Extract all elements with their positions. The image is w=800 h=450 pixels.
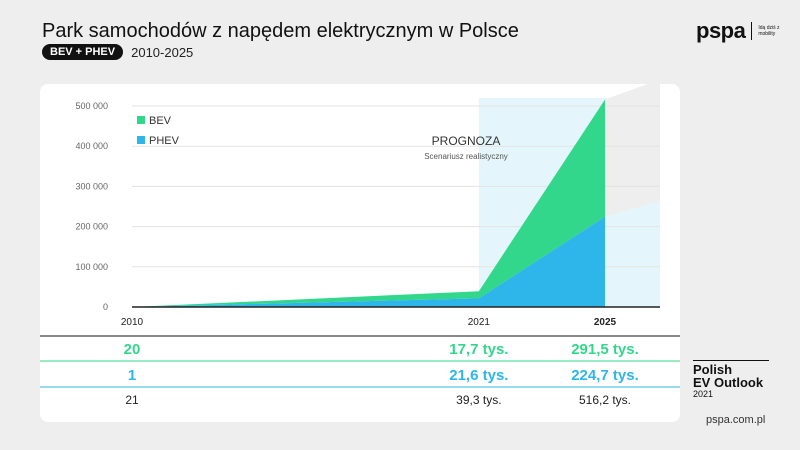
pspa-logo: pspa Idą dziś z mobility bbox=[696, 18, 784, 44]
website-link[interactable]: pspa.com.pl bbox=[706, 414, 766, 426]
logo-tagline: Idą dziś z mobility bbox=[758, 25, 780, 37]
forecast-sublabel: Scenariusz realistyczny bbox=[424, 152, 508, 161]
table-cell-bev: 17,7 tys. bbox=[449, 341, 508, 358]
x-tick-label: 2010 bbox=[121, 317, 144, 328]
y-tick-label: 400 000 bbox=[75, 141, 108, 151]
table-cell-phev: 21,6 tys. bbox=[449, 367, 508, 384]
ev-fleet-chart: 0 100 000 200 000 300 000 400 000 500 000 2010… bbox=[40, 84, 680, 407]
legend-label-bev: BEV bbox=[149, 115, 172, 127]
brand-line-2: EV Outlook bbox=[693, 375, 764, 390]
y-tick-label: 100 000 bbox=[75, 262, 108, 272]
chart-card: 0 100 000 200 000 300 000 400 000 500 000 2010… bbox=[40, 84, 680, 422]
forecast-label: PROGNOZA bbox=[432, 134, 501, 148]
subtitle-row: BEV + PHEV 2010-2025 bbox=[42, 44, 193, 60]
logo-wordmark: pspa bbox=[696, 18, 746, 43]
area-phev bbox=[132, 216, 605, 307]
y-tick-label: 0 bbox=[103, 302, 108, 312]
y-tick-label: 200 000 bbox=[75, 222, 108, 232]
table-cell-phev: 1 bbox=[128, 367, 136, 384]
brand-rule bbox=[693, 360, 769, 361]
page-title: Park samochodów z napędem elektrycznym w… bbox=[42, 20, 519, 42]
x-tick-label: 2025 bbox=[594, 317, 617, 328]
brand-year: 2021 bbox=[693, 389, 714, 399]
logo-divider bbox=[751, 22, 753, 40]
scenario-range-band bbox=[605, 84, 660, 217]
table-cell-total: 516,2 tys. bbox=[579, 393, 631, 407]
table-cell-phev: 224,7 tys. bbox=[571, 367, 639, 384]
ev-outlook-brand: Polish EV Outlook 2021 bbox=[693, 360, 773, 399]
y-tick-label: 300 000 bbox=[75, 181, 108, 191]
legend-swatch-bev bbox=[137, 116, 145, 124]
brand-line-1: Polish bbox=[693, 362, 733, 377]
x-tick-label: 2021 bbox=[468, 317, 491, 328]
table-cell-total: 39,3 tys. bbox=[456, 393, 501, 407]
legend-label-phev: PHEV bbox=[149, 135, 180, 147]
table-cell-bev: 20 bbox=[124, 341, 141, 358]
table-cell-bev: 291,5 tys. bbox=[571, 341, 639, 358]
period-label: 2010-2025 bbox=[131, 44, 194, 60]
legend-swatch-phev bbox=[137, 136, 145, 144]
y-tick-label: 500 000 bbox=[75, 101, 108, 111]
series-badge: BEV + PHEV bbox=[42, 44, 124, 60]
table-cell-total: 21 bbox=[125, 393, 139, 407]
